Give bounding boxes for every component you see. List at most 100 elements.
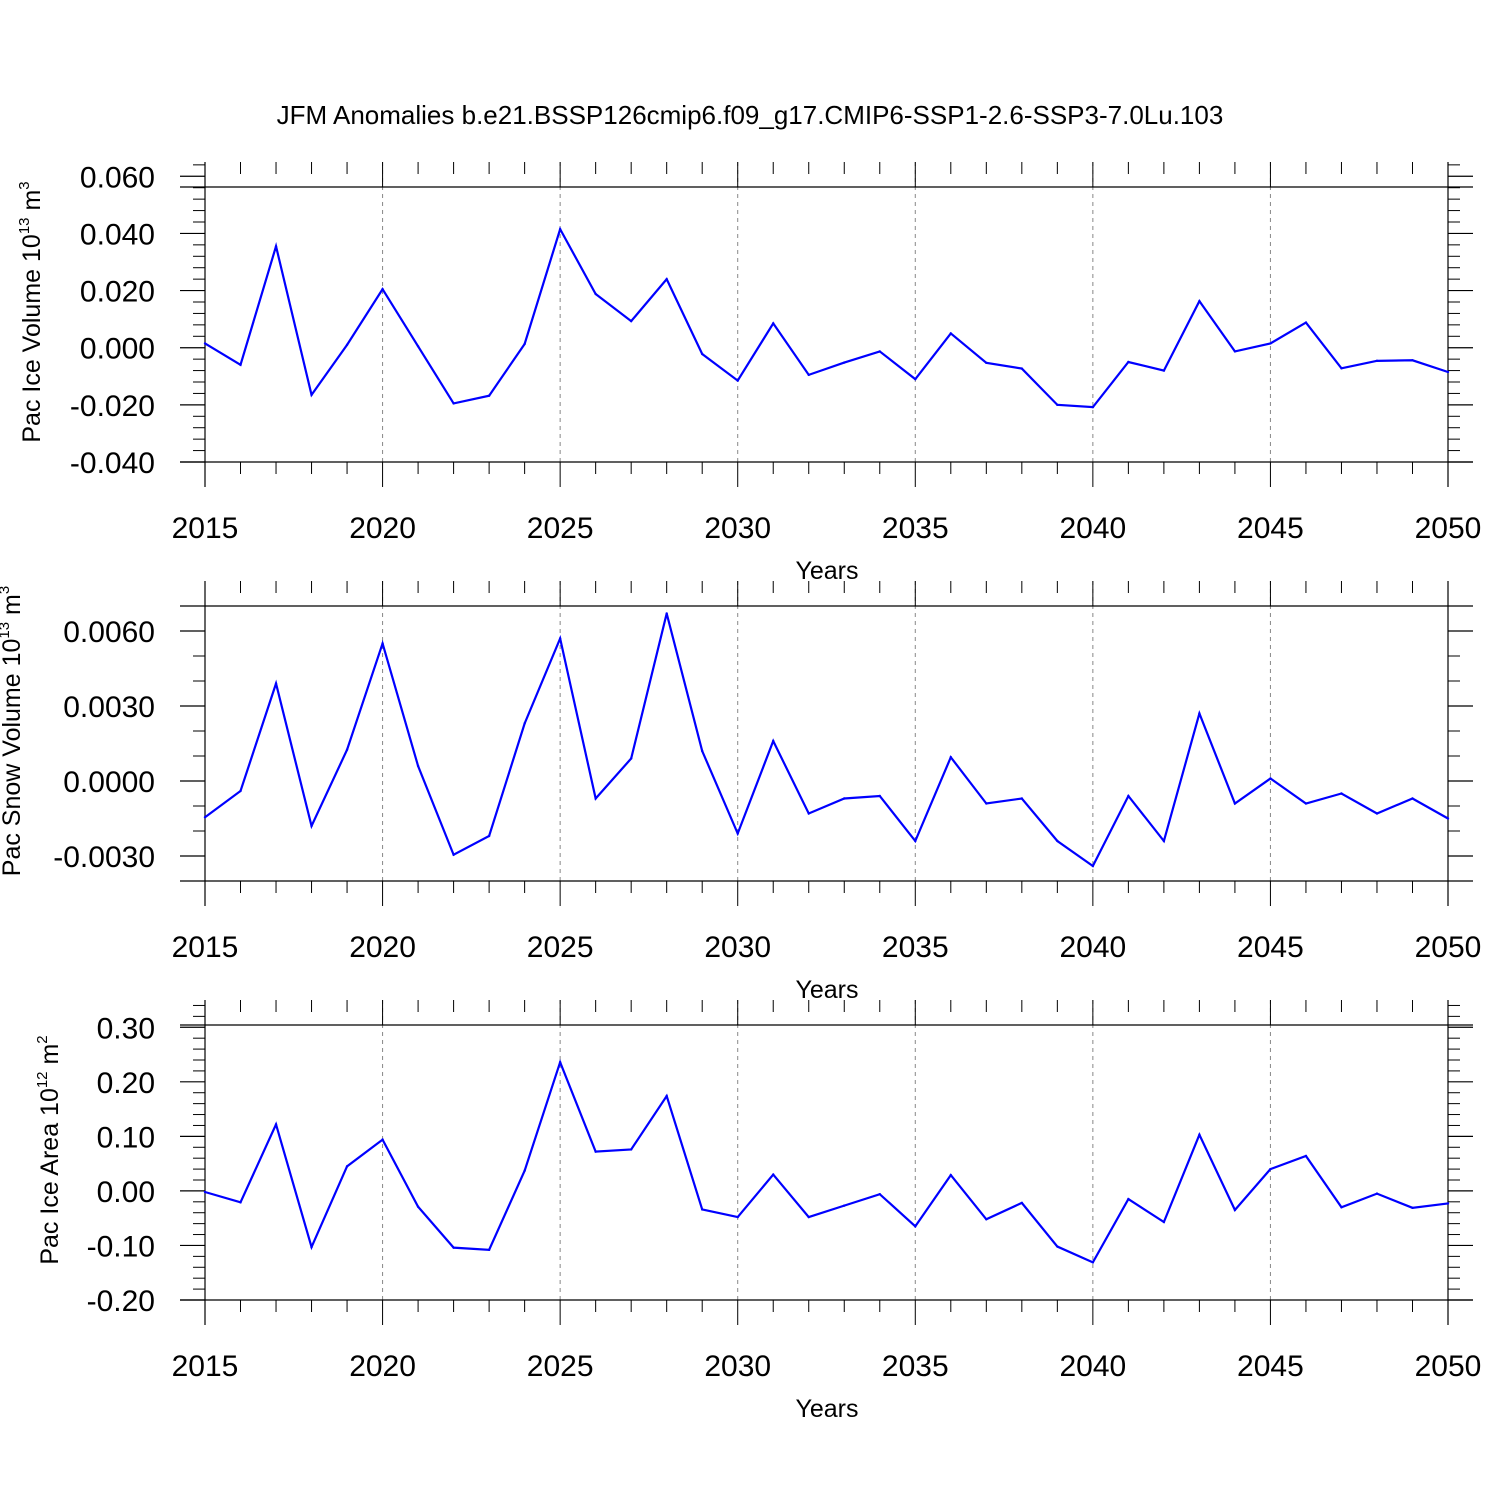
x-tick-label: 2020 <box>349 512 416 545</box>
data-point <box>1233 1208 1237 1212</box>
series-line <box>204 1058 1449 1264</box>
data-point <box>523 342 526 346</box>
y-tick-label: 0.0030 <box>63 691 155 724</box>
y-tick-label: 0.000 <box>80 333 155 366</box>
data-point <box>843 1204 846 1207</box>
x-axis-title: Years <box>795 557 858 585</box>
data-point <box>1446 817 1450 820</box>
x-tick-label: 2030 <box>704 931 771 964</box>
data-point <box>345 748 349 751</box>
y-axis-title-part: m <box>0 594 26 622</box>
data-point <box>1233 802 1237 805</box>
data-point <box>843 797 846 800</box>
data-point <box>1056 403 1059 407</box>
x-tick-label: 2045 <box>1237 1350 1304 1383</box>
x-tick-label: 2050 <box>1415 931 1482 964</box>
x-tick-label: 2015 <box>172 1350 239 1383</box>
data-point <box>381 642 384 645</box>
x-tick-label: 2020 <box>349 931 416 964</box>
x-tick-label: 2040 <box>1059 931 1126 964</box>
y-axis-title-part: m <box>18 190 46 218</box>
data-point <box>878 350 881 353</box>
data-point <box>1411 359 1414 362</box>
data-point <box>310 393 313 397</box>
data-point <box>310 824 313 828</box>
data-point <box>1127 794 1130 798</box>
data-point <box>736 832 739 835</box>
y-axis-title-part: 12 <box>34 1071 51 1088</box>
y-tick-label: 0.060 <box>80 161 155 194</box>
x-tick-label: 2035 <box>882 931 949 964</box>
data-point <box>416 764 420 768</box>
data-point <box>701 1208 704 1211</box>
data-point <box>1269 777 1272 780</box>
data-point <box>949 332 952 335</box>
y-tick-label: 0.0060 <box>63 616 155 649</box>
data-point <box>239 1201 242 1204</box>
data-point <box>487 394 491 397</box>
data-point <box>665 1094 668 1098</box>
data-point <box>487 1248 491 1252</box>
data-point <box>736 1215 739 1219</box>
y-axis-title: Pac Snow Volume 1013 m3 <box>0 586 26 876</box>
data-point <box>772 322 775 325</box>
data-point <box>1446 370 1450 374</box>
y-axis-title: Pac Ice Volume 1013 m3 <box>16 181 46 442</box>
data-point <box>807 812 810 815</box>
data-point <box>949 756 952 759</box>
x-tick-label: 2035 <box>882 1350 949 1383</box>
data-point <box>1198 1133 1201 1136</box>
data-point <box>1411 1206 1414 1210</box>
panels: 2015 2020 2025 2030 2035 2040 2045 2050 -0.040 -0… <box>0 161 1481 1423</box>
y-axis-title-part: Pac Snow Volume 10 <box>0 639 26 877</box>
chart-panel-1: 2015 2020 2025 2030 2035 2040 2045 2050 -0.040 -0… <box>16 161 1481 585</box>
data-point <box>452 853 455 856</box>
data-point <box>274 245 278 248</box>
x-tick-label: 2045 <box>1237 931 1304 964</box>
data-point <box>1233 350 1237 353</box>
data-point <box>1269 342 1272 345</box>
data-point <box>1020 367 1024 370</box>
data-point <box>1127 1197 1130 1201</box>
data-point <box>452 402 455 405</box>
data-point <box>914 377 917 381</box>
x-tick-label: 2015 <box>172 931 239 964</box>
x-tick-label: 2040 <box>1059 1350 1126 1383</box>
data-point <box>203 1190 207 1194</box>
data-point <box>665 612 668 615</box>
chart-panel-3: 2015 2020 2025 2030 2035 2040 2045 2050 -0.20 -0.… <box>34 1000 1481 1423</box>
data-point <box>1091 1261 1095 1264</box>
data-point <box>985 1218 988 1221</box>
data-point <box>736 379 739 382</box>
data-point <box>1056 839 1059 843</box>
y-axis-title-part: 13 <box>16 217 33 234</box>
y-tick-label: 0.00 <box>97 1176 155 1209</box>
data-point <box>1375 1192 1379 1195</box>
y-tick-label: -0.040 <box>70 447 155 480</box>
data-point <box>1127 360 1130 364</box>
data-point <box>878 794 881 798</box>
data-point <box>1411 797 1414 800</box>
data-point <box>345 343 349 347</box>
data-point <box>1198 712 1201 715</box>
y-axis-title-part: m <box>36 1044 64 1072</box>
data-point <box>381 287 384 291</box>
data-point <box>1304 802 1308 805</box>
y-axis-title: Pac Ice Area 1012 m2 <box>34 1035 64 1264</box>
series-line <box>204 613 1449 868</box>
chart-panel-2: 2015 2020 2025 2030 2035 2040 2045 2050 -0.0030 0… <box>0 581 1481 1004</box>
series-line <box>204 226 1449 409</box>
x-tick-label: 2020 <box>349 1350 416 1383</box>
data-point <box>1269 1167 1272 1171</box>
data-point <box>239 789 242 793</box>
data-point <box>1340 792 1343 795</box>
data-point <box>274 1123 278 1126</box>
data-point <box>701 749 704 753</box>
data-point <box>1162 369 1166 372</box>
data-point <box>239 363 242 367</box>
data-point <box>914 839 917 843</box>
x-tick-label: 2025 <box>527 512 594 545</box>
data-point <box>949 1173 952 1177</box>
data-point <box>452 1246 455 1249</box>
